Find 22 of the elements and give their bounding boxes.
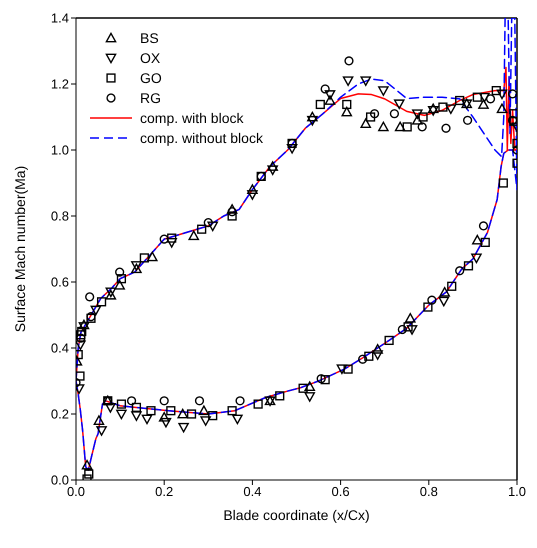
legend-label: comp. with block [140,109,244,128]
legend-label: BS [140,29,159,48]
legend-label: OX [140,49,160,68]
y-tick-label: 0.0 [50,472,69,488]
x-tick-label: 0.2 [155,484,174,500]
x-tick-label: 0.6 [332,484,350,500]
x-tick-label: 0.8 [420,484,438,500]
x-tick-label: 0.0 [66,484,86,500]
x-tick-label: 0.4 [243,484,262,500]
y-axis-title: Surface Mach number(Ma) [12,166,28,332]
legend-label: GO [140,69,162,88]
y-tick-label: 1.4 [50,10,69,26]
y-tick-label: 0.4 [50,340,69,356]
legend-label: RG [140,89,161,108]
y-tick-label: 0.8 [50,208,69,224]
y-tick-label: 1.0 [50,142,69,158]
y-tick-label: 0.2 [50,406,69,422]
y-tick-label: 1.2 [50,76,69,92]
y-tick-label: 0.6 [50,274,69,290]
x-tick-label: 1.0 [508,484,526,500]
legend-label: comp. without block [140,129,263,148]
x-axis-title: Blade coordinate (x/Cx) [223,507,370,523]
